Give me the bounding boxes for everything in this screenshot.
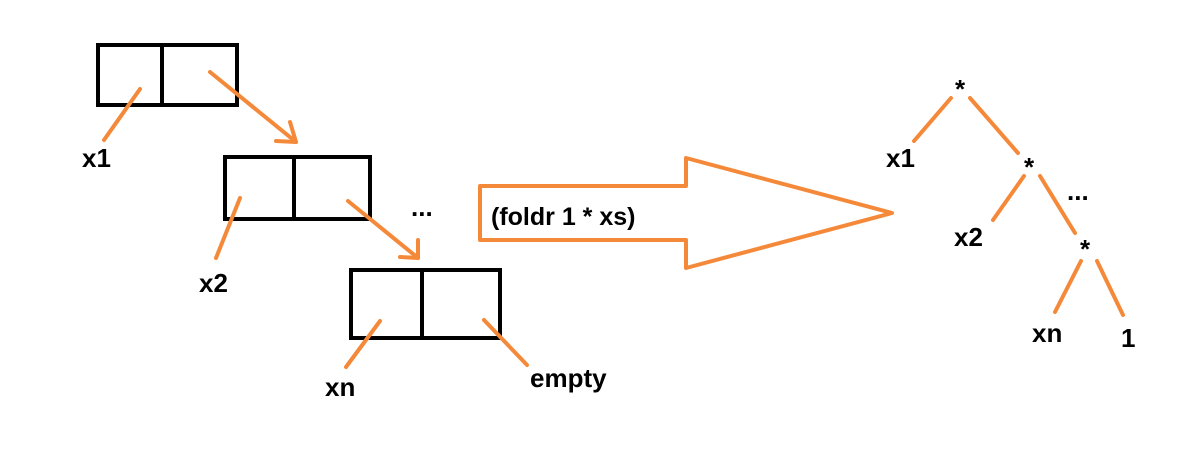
tree-leaf-x2: x2	[954, 222, 983, 252]
list-label-x1: x1	[82, 143, 111, 173]
tree-edge	[1097, 261, 1123, 315]
tail-pointer-empty	[484, 320, 527, 365]
expression-tree: * * * x1 x2 xn 1 ...	[886, 74, 1135, 353]
list-label-empty: empty	[530, 363, 607, 393]
list-label-x2: x2	[199, 268, 228, 298]
tree-edge	[1055, 261, 1081, 312]
tree-edge	[914, 98, 951, 141]
tree-leaf-1: 1	[1121, 323, 1135, 353]
transform-label: (foldr 1 * xs)	[491, 203, 635, 231]
tree-ellipsis: ...	[1067, 176, 1089, 206]
list-label-xn: xn	[325, 372, 355, 402]
tail-arrow-2	[348, 201, 418, 258]
list-ellipsis: ...	[411, 192, 433, 222]
tree-leaf-x1: x1	[886, 143, 915, 173]
tree-edge	[970, 98, 1018, 153]
tree-node-multiply-n: *	[1080, 234, 1091, 264]
tree-node-multiply-root: *	[955, 74, 966, 104]
tree-leaf-xn: xn	[1032, 318, 1062, 348]
cons-cell-2	[225, 157, 370, 219]
tree-edge	[993, 176, 1024, 220]
transform-arrow: (foldr 1 * xs)	[480, 158, 892, 268]
tree-node-multiply-2: *	[1024, 152, 1035, 182]
